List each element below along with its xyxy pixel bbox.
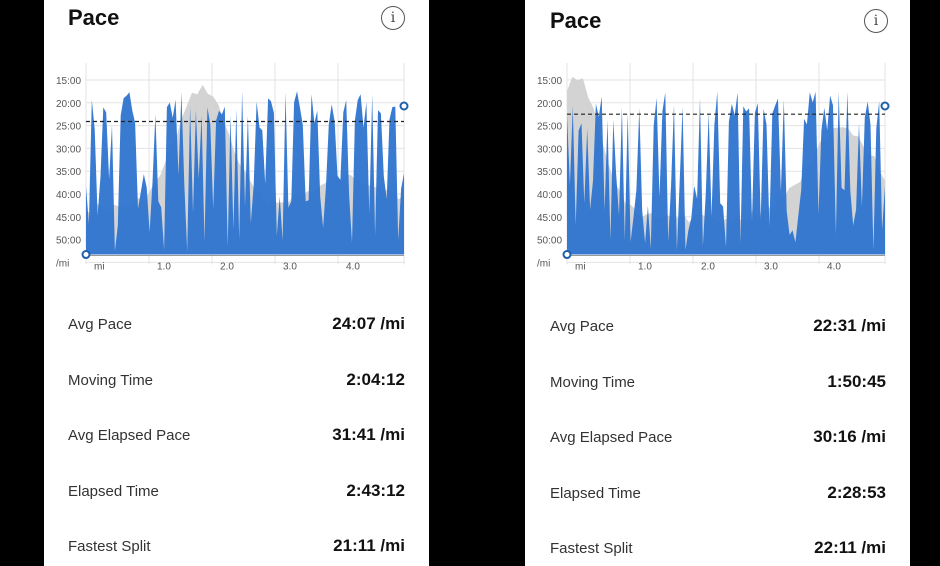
stat-value: 21:11 /mi (333, 536, 405, 555)
y-tick-label: 40:00 (56, 190, 81, 201)
y-tick-label: 35:00 (537, 167, 562, 178)
x-tick-label: 1.0 (157, 262, 171, 273)
pace-panel-left: Pace i 15:00 20:00 25:00 30:00 35:00 40:00 45:… (44, 0, 429, 566)
stat-label: Elapsed Time (68, 482, 159, 500)
stat-label: Avg Pace (68, 316, 132, 333)
x-tick-label: mi (94, 262, 105, 273)
page-title: Pace (550, 8, 602, 33)
x-tick-label: 4.0 (346, 262, 360, 273)
stat-value: 2:28:53 (827, 482, 886, 502)
y-tick-label: 30:00 (537, 144, 562, 155)
y-tick-label: 35:00 (56, 167, 81, 178)
y-tick-label: 25:00 (537, 122, 562, 133)
stat-row-avg-pace: Avg Pace 22:31 /mi (525, 298, 910, 354)
stat-row-avg-elapsed-pace: Avg Elapsed Pace 31:41 /mi (44, 407, 429, 463)
pace-chart[interactable]: 15:00 20:00 25:00 30:00 35:00 40:00 45:00 50:00… (525, 55, 910, 290)
stat-value: 22:31 /mi (813, 316, 886, 335)
stat-row-moving-time: Moving Time 1:50:45 (525, 354, 910, 410)
pace-panel-right: Pace i 15:00 20:00 25:00 30:00 35:00 40:00 45:… (525, 0, 910, 566)
stat-value: 24:07 /mi (332, 314, 405, 333)
info-icon[interactable]: i (381, 6, 405, 30)
pace-series-area (567, 91, 885, 255)
stat-value: 31:41 /mi (332, 425, 405, 444)
stat-row-avg-pace: Avg Pace 24:07 /mi (44, 296, 429, 352)
stat-row-fastest-split: Fastest Split 21:11 /mi (44, 518, 429, 566)
stat-value: 30:16 /mi (813, 427, 886, 446)
start-marker (562, 250, 572, 260)
stat-label: Fastest Split (550, 540, 633, 557)
end-marker (399, 101, 409, 111)
stat-row-avg-elapsed-pace: Avg Elapsed Pace 30:16 /mi (525, 409, 910, 465)
x-tick-label: 3.0 (283, 262, 297, 273)
x-tick-label: 3.0 (764, 262, 778, 273)
y-tick-label: /mi (56, 258, 69, 269)
stat-value: 2:04:12 (346, 369, 405, 389)
page-title: Pace (68, 5, 120, 30)
y-tick-label: 50:00 (56, 236, 81, 247)
y-tick-label: 15:00 (537, 76, 562, 87)
y-tick-label: 20:00 (537, 99, 562, 110)
x-tick-label: mi (575, 262, 586, 273)
y-tick-label: 15:00 (56, 76, 81, 87)
y-tick-label: 25:00 (56, 122, 81, 133)
stat-row-elapsed-time: Elapsed Time 2:43:12 (44, 463, 429, 519)
x-tick-label: 1.0 (638, 262, 652, 273)
y-tick-label: /mi (537, 258, 550, 269)
y-tick-label: 40:00 (537, 190, 562, 201)
stat-row-moving-time: Moving Time 2:04:12 (44, 352, 429, 408)
stat-value: 22:11 /mi (814, 538, 886, 557)
stat-label: Avg Elapsed Pace (550, 429, 673, 446)
stat-row-fastest-split: Fastest Split 22:11 /mi (525, 520, 910, 566)
x-tick-label: 4.0 (827, 262, 841, 273)
y-tick-label: 45:00 (537, 213, 562, 224)
pace-series-area (86, 91, 404, 255)
info-icon[interactable]: i (864, 9, 888, 33)
y-tick-label: 20:00 (56, 99, 81, 110)
x-tick-label: 2.0 (701, 262, 715, 273)
stat-label: Avg Elapsed Pace (68, 427, 191, 444)
stat-label: Moving Time (550, 373, 636, 391)
end-marker (880, 101, 890, 111)
stat-value: 1:50:45 (827, 371, 886, 391)
pace-chart[interactable]: 15:00 20:00 25:00 30:00 35:00 40:00 45:00 50:00… (44, 55, 429, 290)
x-tick-label: 2.0 (220, 262, 234, 273)
y-tick-label: 45:00 (56, 213, 81, 224)
stat-label: Elapsed Time (550, 484, 641, 502)
stat-label: Moving Time (68, 371, 154, 389)
y-tick-label: 50:00 (537, 236, 562, 247)
stat-value: 2:43:12 (346, 480, 405, 500)
y-tick-label: 30:00 (56, 144, 81, 155)
stat-row-elapsed-time: Elapsed Time 2:28:53 (525, 465, 910, 521)
start-marker (81, 250, 91, 260)
stats-list: Avg Pace 24:07 /mi Moving Time 2:04:12 A… (44, 296, 429, 566)
stat-label: Avg Pace (550, 318, 614, 335)
stat-label: Fastest Split (68, 538, 151, 555)
stats-list: Avg Pace 22:31 /mi Moving Time 1:50:45 A… (525, 298, 910, 566)
